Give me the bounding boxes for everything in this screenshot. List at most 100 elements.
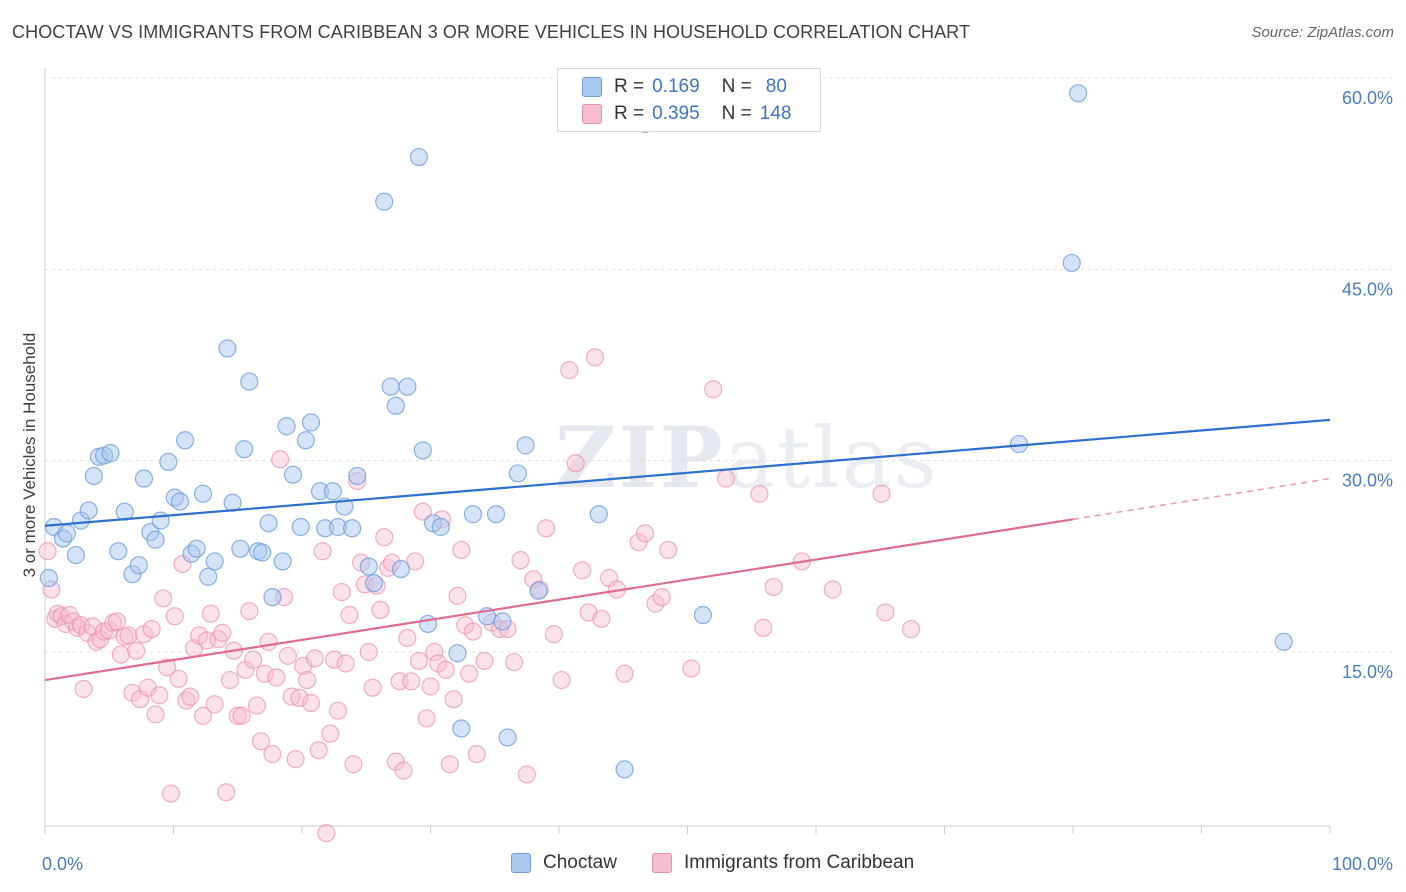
choctaw-point	[277, 417, 296, 436]
choctaw-point	[159, 452, 178, 472]
caribbean-point	[157, 658, 177, 677]
choctaw-point	[301, 413, 321, 432]
choctaw-point	[1274, 632, 1293, 651]
caribbean-point	[463, 622, 483, 641]
chart-title: CHOCTAW VS IMMIGRANTS FROM CARIBBEAN 3 O…	[12, 22, 971, 42]
legend-r-value: 0.169	[652, 76, 700, 97]
choctaw-point	[508, 464, 527, 483]
caribbean-point	[511, 551, 530, 570]
caribbean-point	[475, 651, 494, 671]
caribbean-trend-extension	[1072, 477, 1331, 521]
caribbean-point	[332, 582, 351, 602]
caribbean-point	[217, 783, 236, 802]
source-credit: Source: ZipAtlas.com	[1251, 24, 1394, 41]
caribbean-point	[452, 540, 471, 560]
caribbean-point	[359, 642, 378, 662]
caribbean-point	[271, 450, 290, 469]
choctaw-swatch	[511, 853, 531, 873]
caribbean-point	[421, 677, 440, 696]
caribbean-points	[38, 348, 921, 843]
choctaw-point	[391, 559, 411, 579]
caribbean-point	[255, 664, 274, 683]
legend-item-label: Choctaw	[543, 852, 617, 873]
caribbean-point	[244, 650, 263, 669]
choctaw-point	[175, 431, 195, 450]
choctaw-point	[409, 147, 429, 167]
caribbean-point	[107, 612, 127, 631]
choctaw-point	[193, 484, 213, 503]
choctaw-point	[418, 614, 438, 634]
caribbean-point	[161, 784, 181, 803]
choctaw-point	[413, 441, 432, 460]
caribbean-point	[425, 642, 444, 662]
choctaw-point	[1069, 84, 1088, 103]
legend-r-value: 0.395	[652, 103, 700, 124]
caribbean-point	[301, 693, 321, 713]
choctaw-point	[398, 377, 417, 396]
caribbean-point	[181, 687, 200, 706]
caribbean-point	[560, 361, 579, 380]
caribbean-point	[444, 690, 463, 709]
choctaw-point	[259, 514, 278, 533]
choctaw-point	[589, 505, 608, 524]
caribbean-point	[146, 705, 165, 724]
caribbean-point	[716, 469, 736, 488]
caribbean-point	[290, 688, 309, 708]
caribbean-point	[409, 651, 429, 671]
caribbean-point	[165, 607, 184, 626]
caribbean-point	[629, 533, 648, 552]
x-tick-label: 0.0%	[42, 854, 83, 874]
choctaw-point	[231, 539, 250, 558]
caribbean-point	[635, 524, 655, 543]
caribbean-point	[682, 659, 701, 678]
legend-item-caribbean[interactable]: Immigrants from Caribbean	[652, 852, 914, 874]
caribbean-point	[402, 672, 421, 691]
y-tick-label: 45.0%	[1342, 279, 1393, 299]
caribbean-point	[247, 696, 267, 715]
choctaw-point	[253, 543, 272, 562]
choctaw-point	[364, 574, 384, 593]
caribbean-point	[901, 619, 921, 639]
caribbean-swatch	[582, 104, 602, 124]
choctaw-point	[283, 465, 303, 484]
caribbean-point	[74, 679, 93, 699]
legend-item-choctaw[interactable]: Choctaw	[511, 852, 617, 874]
caribbean-point	[150, 686, 169, 705]
choctaw-point	[486, 505, 506, 524]
choctaw-point	[463, 505, 483, 524]
caribbean-point	[459, 664, 479, 683]
caribbean-point	[232, 706, 251, 725]
caribbean-point	[537, 519, 556, 538]
choctaw-point	[448, 644, 467, 663]
caribbean-point	[127, 641, 146, 660]
caribbean-point	[263, 744, 282, 764]
caribbean-point	[313, 542, 332, 561]
choctaw-point	[66, 545, 85, 565]
caribbean-point	[398, 628, 417, 648]
choctaw-point	[79, 501, 98, 520]
x-tick-label: 100.0%	[1332, 854, 1393, 874]
caribbean-point	[340, 605, 359, 625]
legend-row-choctaw: R = 0.169 N = 80	[582, 73, 787, 101]
caribbean-point	[267, 668, 286, 687]
caribbean-point	[282, 687, 301, 706]
caribbean-point	[154, 589, 173, 608]
caribbean-point	[405, 552, 425, 571]
choctaw-point	[348, 466, 367, 486]
choctaw-point	[431, 517, 450, 537]
choctaw-point	[134, 469, 154, 488]
choctaw-point	[1062, 253, 1081, 273]
caribbean-point	[317, 824, 336, 843]
caribbean-point	[197, 631, 217, 650]
caribbean-point	[251, 732, 270, 751]
caribbean-point	[876, 603, 895, 622]
caribbean-point	[573, 561, 592, 580]
trend-lines	[44, 418, 1331, 682]
caribbean-point	[201, 604, 220, 623]
choctaw-point	[359, 557, 378, 576]
caribbean-point	[236, 660, 255, 679]
caribbean-trend-line	[44, 518, 1074, 682]
choctaw-point	[291, 517, 310, 537]
choctaw-point	[57, 524, 76, 543]
